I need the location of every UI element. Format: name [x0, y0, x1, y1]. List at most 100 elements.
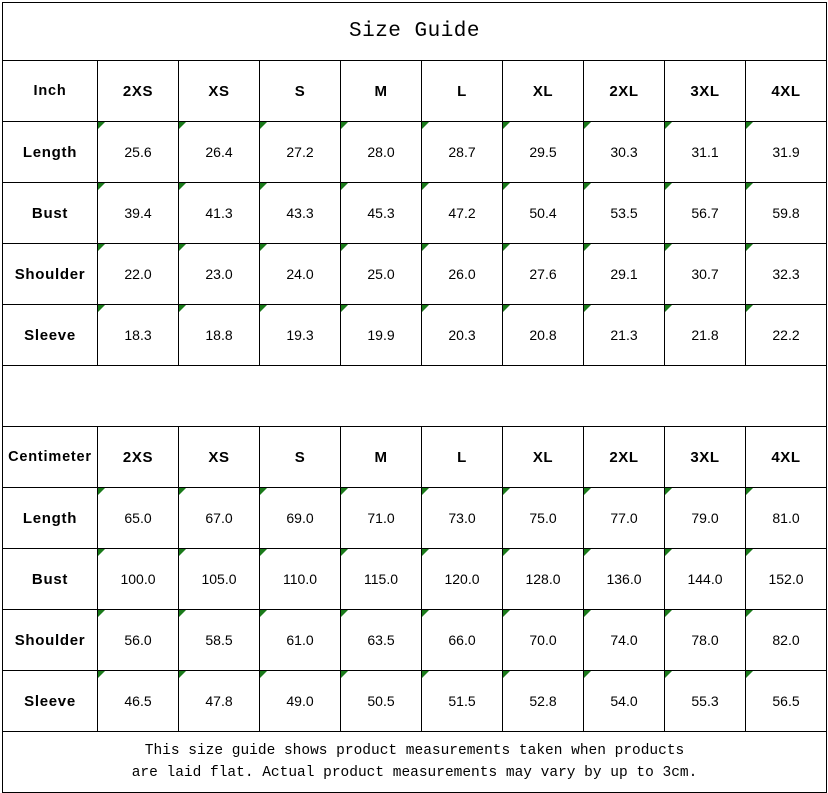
table-row: Sleeve 46.5 47.8 49.0 50.5 51.5 52.8 54.…: [2, 670, 827, 732]
size-header-cm-xs: XS: [178, 426, 260, 488]
size-header-4xl: 4XL: [745, 60, 827, 122]
size-header-cm-2xs: 2XS: [97, 426, 179, 488]
cell-sleeve-cm-xl: 52.8: [502, 670, 584, 732]
cell-shoulder-cm-xs: 58.5: [178, 609, 260, 671]
cell-sleeve-cm-l: 51.5: [421, 670, 503, 732]
size-header-cm-m: M: [340, 426, 422, 488]
table-row: Shoulder 56.0 58.5 61.0 63.5 66.0 70.0 7…: [2, 609, 827, 671]
cell-shoulder-inch-m: 25.0: [340, 243, 422, 305]
cell-shoulder-cm-s: 61.0: [259, 609, 341, 671]
cell-shoulder-inch-3xl: 30.7: [664, 243, 746, 305]
cell-shoulder-cm-2xs: 56.0: [97, 609, 179, 671]
cell-shoulder-cm-3xl: 78.0: [664, 609, 746, 671]
cell-bust-inch-s: 43.3: [259, 182, 341, 244]
cell-shoulder-cm-l: 66.0: [421, 609, 503, 671]
table-row: Bust 39.4 41.3 43.3 45.3 47.2 50.4 53.5 …: [2, 182, 827, 244]
cell-length-cm-2xs: 65.0: [97, 487, 179, 549]
size-header-3xl: 3XL: [664, 60, 746, 122]
cell-sleeve-inch-s: 19.3: [259, 304, 341, 366]
size-header-xl: XL: [502, 60, 584, 122]
table-row: Shoulder 22.0 23.0 24.0 25.0 26.0 27.6 2…: [2, 243, 827, 305]
row-label-sleeve-inch: Sleeve: [2, 304, 98, 366]
spacer-cell: [2, 365, 827, 427]
size-header-m: M: [340, 60, 422, 122]
row-label-shoulder-inch: Shoulder: [2, 243, 98, 305]
size-header-2xs: 2XS: [97, 60, 179, 122]
cell-sleeve-inch-2xl: 21.3: [583, 304, 665, 366]
cell-length-inch-xs: 26.4: [178, 121, 260, 183]
cell-sleeve-cm-2xl: 54.0: [583, 670, 665, 732]
cell-length-cm-3xl: 79.0: [664, 487, 746, 549]
cell-length-cm-4xl: 81.0: [745, 487, 827, 549]
row-label-bust-inch: Bust: [2, 182, 98, 244]
cell-bust-inch-4xl: 59.8: [745, 182, 827, 244]
cell-length-inch-2xl: 30.3: [583, 121, 665, 183]
size-header-2xl: 2XL: [583, 60, 665, 122]
cell-bust-cm-m: 115.0: [340, 548, 422, 610]
title-row: Size Guide: [2, 2, 827, 61]
footer-note-line-2: are laid flat. Actual product measuremen…: [131, 765, 698, 781]
cell-sleeve-cm-2xs: 46.5: [97, 670, 179, 732]
cell-bust-cm-xs: 105.0: [178, 548, 260, 610]
row-label-length-cm: Length: [2, 487, 98, 549]
cell-length-cm-s: 69.0: [259, 487, 341, 549]
cell-bust-cm-s: 110.0: [259, 548, 341, 610]
cell-bust-cm-4xl: 152.0: [745, 548, 827, 610]
cell-sleeve-inch-xs: 18.8: [178, 304, 260, 366]
cell-sleeve-cm-3xl: 55.3: [664, 670, 746, 732]
row-label-shoulder-cm: Shoulder: [2, 609, 98, 671]
header-row-centimeter: Centimeter 2XS XS S M L XL 2XL 3XL 4XL: [2, 426, 827, 488]
cell-length-inch-2xs: 25.6: [97, 121, 179, 183]
size-header-cm-3xl: 3XL: [664, 426, 746, 488]
cell-bust-cm-l: 120.0: [421, 548, 503, 610]
cell-shoulder-inch-2xl: 29.1: [583, 243, 665, 305]
cell-sleeve-inch-m: 19.9: [340, 304, 422, 366]
cell-sleeve-inch-l: 20.3: [421, 304, 503, 366]
table-row: Bust 100.0 105.0 110.0 115.0 120.0 128.0…: [2, 548, 827, 610]
cell-sleeve-cm-4xl: 56.5: [745, 670, 827, 732]
cell-length-inch-3xl: 31.1: [664, 121, 746, 183]
spacer-row: [2, 365, 827, 427]
footer-row: This size guide shows product measuremen…: [2, 731, 827, 793]
cell-length-cm-l: 73.0: [421, 487, 503, 549]
cell-length-cm-xs: 67.0: [178, 487, 260, 549]
cell-sleeve-cm-s: 49.0: [259, 670, 341, 732]
size-header-cm-xl: XL: [502, 426, 584, 488]
cell-shoulder-cm-xl: 70.0: [502, 609, 584, 671]
row-label-sleeve-cm: Sleeve: [2, 670, 98, 732]
cell-shoulder-inch-xl: 27.6: [502, 243, 584, 305]
unit-label-centimeter: Centimeter: [2, 426, 98, 488]
cell-shoulder-inch-4xl: 32.3: [745, 243, 827, 305]
row-label-length-inch: Length: [2, 121, 98, 183]
cell-shoulder-cm-m: 63.5: [340, 609, 422, 671]
cell-bust-inch-m: 45.3: [340, 182, 422, 244]
size-header-xs: XS: [178, 60, 260, 122]
cell-length-inch-s: 27.2: [259, 121, 341, 183]
cell-sleeve-inch-4xl: 22.2: [745, 304, 827, 366]
unit-label-inch: Inch: [2, 60, 98, 122]
cell-bust-inch-2xs: 39.4: [97, 182, 179, 244]
cell-sleeve-inch-2xs: 18.3: [97, 304, 179, 366]
cell-bust-cm-2xs: 100.0: [97, 548, 179, 610]
cell-length-inch-m: 28.0: [340, 121, 422, 183]
page-title: Size Guide: [2, 2, 827, 61]
footer-note: This size guide shows product measuremen…: [2, 731, 827, 793]
cell-shoulder-inch-2xs: 22.0: [97, 243, 179, 305]
cell-sleeve-cm-xs: 47.8: [178, 670, 260, 732]
size-header-cm-s: S: [259, 426, 341, 488]
cell-bust-cm-xl: 128.0: [502, 548, 584, 610]
cell-shoulder-inch-s: 24.0: [259, 243, 341, 305]
cell-sleeve-inch-3xl: 21.8: [664, 304, 746, 366]
cell-shoulder-cm-2xl: 74.0: [583, 609, 665, 671]
cell-bust-inch-xl: 50.4: [502, 182, 584, 244]
cell-length-cm-m: 71.0: [340, 487, 422, 549]
size-header-cm-4xl: 4XL: [745, 426, 827, 488]
cell-bust-cm-2xl: 136.0: [583, 548, 665, 610]
cell-length-inch-4xl: 31.9: [745, 121, 827, 183]
cell-shoulder-inch-l: 26.0: [421, 243, 503, 305]
size-header-cm-l: L: [421, 426, 503, 488]
cell-bust-inch-l: 47.2: [421, 182, 503, 244]
